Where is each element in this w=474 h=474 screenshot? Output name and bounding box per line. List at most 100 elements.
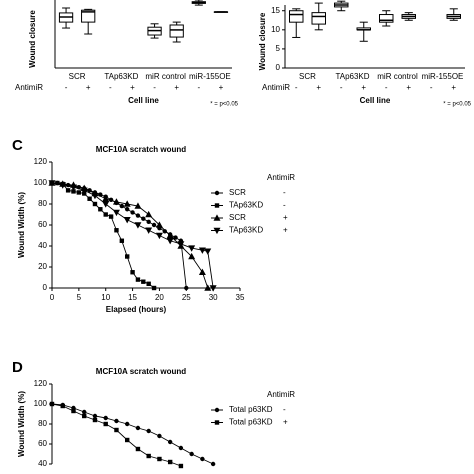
chart-title: MCF10A scratch wound [96, 145, 186, 154]
x-tick-label: TAp63KD [335, 72, 369, 81]
x-tick-label: SCR [69, 72, 86, 81]
point [130, 210, 135, 215]
row-value: + [174, 83, 179, 92]
point [146, 428, 151, 434]
point [135, 213, 141, 218]
point [155, 232, 163, 240]
legend-marker [214, 407, 220, 413]
point [103, 212, 108, 217]
point [123, 200, 131, 207]
y-tick-label: 40 [38, 241, 47, 250]
box [311, 12, 326, 25]
point [188, 245, 196, 252]
point [151, 222, 157, 228]
legend-title: AntimiR [267, 173, 295, 182]
point [146, 219, 151, 225]
note: * = p<0.05 [210, 102, 238, 108]
legend-marker [213, 214, 221, 221]
point [82, 413, 87, 419]
row-value: - [340, 83, 343, 92]
legend-marker [214, 203, 220, 208]
point [184, 285, 189, 291]
y-tick-label: 120 [34, 379, 48, 388]
point [103, 421, 108, 427]
point [125, 421, 130, 427]
x-axis-label: Elapsed (hours) [106, 305, 167, 314]
y-tick-label: 80 [38, 199, 47, 208]
point [102, 195, 110, 202]
legend-sign: - [283, 201, 286, 210]
point [198, 247, 206, 254]
row-value: - [430, 83, 433, 92]
point [177, 241, 185, 248]
box [289, 10, 304, 23]
point [112, 198, 120, 205]
point [87, 196, 92, 201]
x-tick-label: SCR [299, 72, 316, 81]
point [209, 285, 217, 292]
point [76, 190, 82, 195]
point [92, 417, 98, 423]
x-tick-label: 10 [101, 293, 110, 302]
panel-label: C [12, 137, 23, 154]
y-tick-label: 60 [38, 439, 47, 448]
y-axis-label: Wound Width (%) [17, 192, 26, 258]
point [155, 221, 163, 228]
point [188, 252, 196, 260]
note: * = p<0.05 [443, 102, 471, 108]
y-tick-label: 10 [271, 25, 280, 34]
point [60, 403, 65, 409]
point [71, 408, 76, 414]
x-tick-label: miR-155OE [422, 72, 464, 81]
y-tick-label: 80 [38, 419, 47, 428]
x-tick-label: 0 [50, 293, 55, 302]
chart-title: MCF10A scratch wound [96, 367, 186, 376]
series [48, 179, 212, 291]
legend-label: Total p63KD [229, 418, 273, 427]
row-value: + [451, 83, 456, 92]
point [65, 188, 71, 193]
point [151, 285, 157, 291]
y-tick-label: 40 [38, 459, 47, 468]
point [98, 207, 103, 212]
y-tick-label: 100 [34, 399, 48, 408]
row-value: - [153, 83, 156, 92]
point [92, 413, 98, 419]
point [114, 418, 119, 424]
legend-label: SCR [229, 188, 246, 197]
y-tick-label: 120 [34, 157, 48, 166]
point [204, 284, 212, 291]
row-value: - [65, 83, 68, 92]
point [167, 459, 173, 465]
x-tick-label: miR control [145, 72, 186, 81]
point [145, 210, 153, 218]
row-value: + [86, 83, 91, 92]
legend-sign: + [283, 226, 288, 235]
point [166, 238, 174, 245]
point [166, 231, 174, 239]
row-value: - [109, 83, 112, 92]
x-tick-label: 25 [182, 293, 191, 302]
point [123, 217, 131, 224]
point [134, 202, 142, 209]
y-tick-label: 15 [271, 6, 280, 15]
x-tick-label: 15 [128, 293, 137, 302]
point [141, 279, 146, 284]
point [204, 248, 212, 255]
y-tick-label: 5 [276, 44, 281, 53]
box [379, 14, 394, 23]
point [189, 451, 194, 457]
row-label: AntimiR [262, 83, 290, 92]
point [82, 409, 87, 415]
point [48, 180, 56, 187]
point [134, 222, 142, 229]
legend-sign: - [283, 405, 286, 414]
point [167, 439, 173, 445]
legend-sign: + [283, 213, 288, 222]
point [198, 268, 206, 275]
box [81, 9, 96, 23]
point [103, 415, 108, 421]
point [200, 456, 205, 462]
point [135, 277, 141, 282]
y-tick-label: 60 [38, 220, 47, 229]
